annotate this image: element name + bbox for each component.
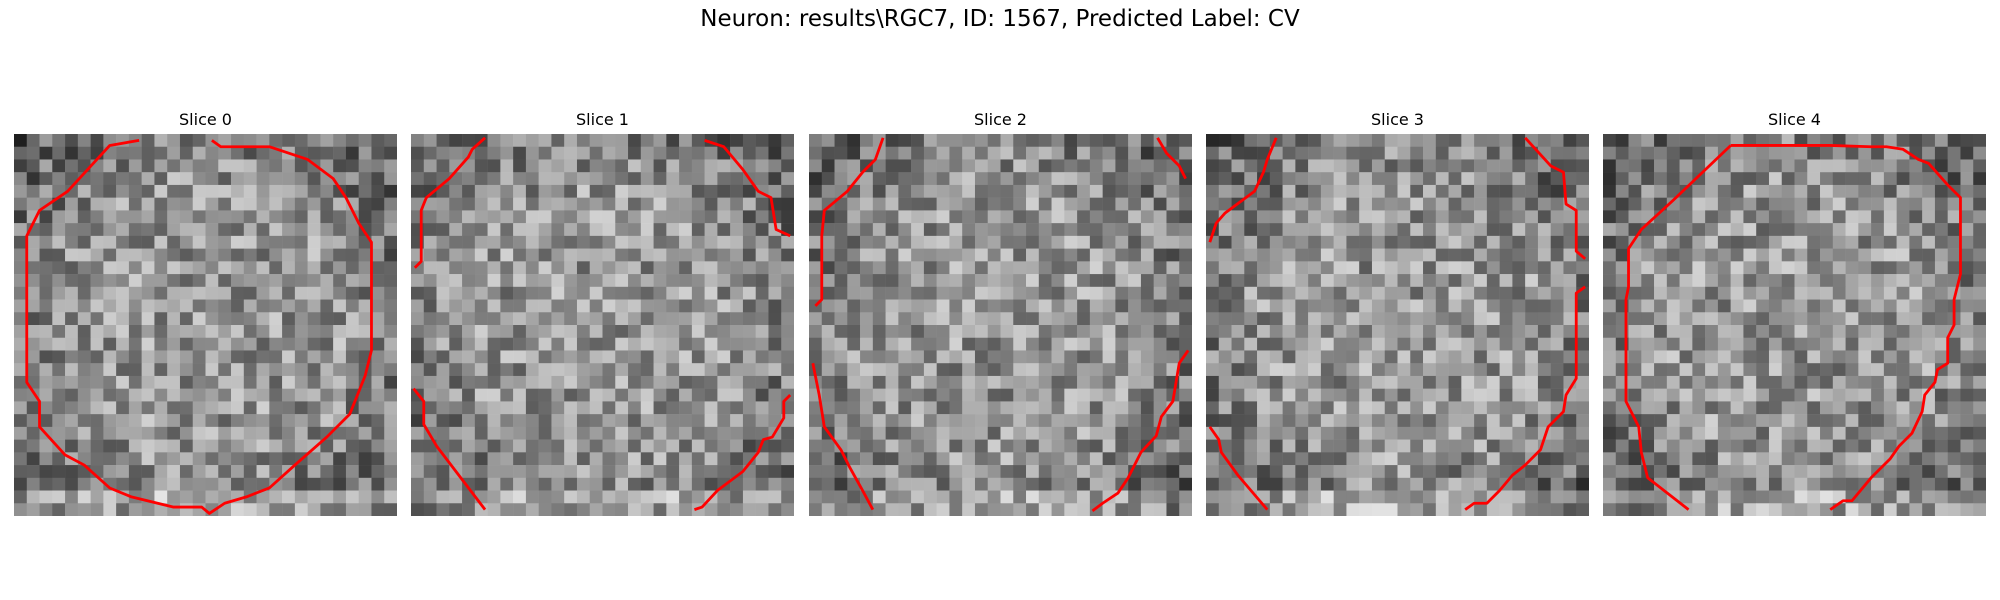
slice-image xyxy=(809,134,1192,516)
contour-line xyxy=(811,362,875,511)
slice-image xyxy=(1206,134,1589,516)
contour-line xyxy=(1208,137,1278,243)
contour-line xyxy=(1524,136,1587,260)
slice-panel-1: Slice 1 xyxy=(411,110,794,516)
figure-title: Neuron: results\RGC7, ID: 1567, Predicte… xyxy=(700,6,1300,32)
slice-panel-2: Slice 2 xyxy=(809,110,1192,516)
contour-line xyxy=(25,138,373,515)
contour-line xyxy=(1091,349,1190,513)
contour-line xyxy=(704,139,791,238)
slice-title: Slice 3 xyxy=(1371,110,1424,129)
contour-line xyxy=(1464,285,1586,511)
contour-line xyxy=(412,387,487,511)
slice-title: Slice 4 xyxy=(1768,110,1821,129)
slice-panel-4: Slice 4 xyxy=(1603,110,1986,516)
contour-line xyxy=(814,137,885,307)
contour-line xyxy=(1730,144,1962,511)
slice-title: Slice 2 xyxy=(974,110,1027,129)
contour-line xyxy=(413,136,486,269)
slice-panel-0: Slice 0 xyxy=(14,110,397,516)
slice-image xyxy=(411,134,794,516)
slice-image xyxy=(14,134,397,516)
contour-line xyxy=(1624,144,1732,511)
contour-line xyxy=(693,394,792,511)
contour-line xyxy=(1208,426,1269,511)
slice-image xyxy=(1603,134,1986,516)
contour-line xyxy=(1156,137,1187,180)
slice-title: Slice 1 xyxy=(576,110,629,129)
slice-panel-3: Slice 3 xyxy=(1206,110,1589,516)
slice-title: Slice 0 xyxy=(179,110,232,129)
